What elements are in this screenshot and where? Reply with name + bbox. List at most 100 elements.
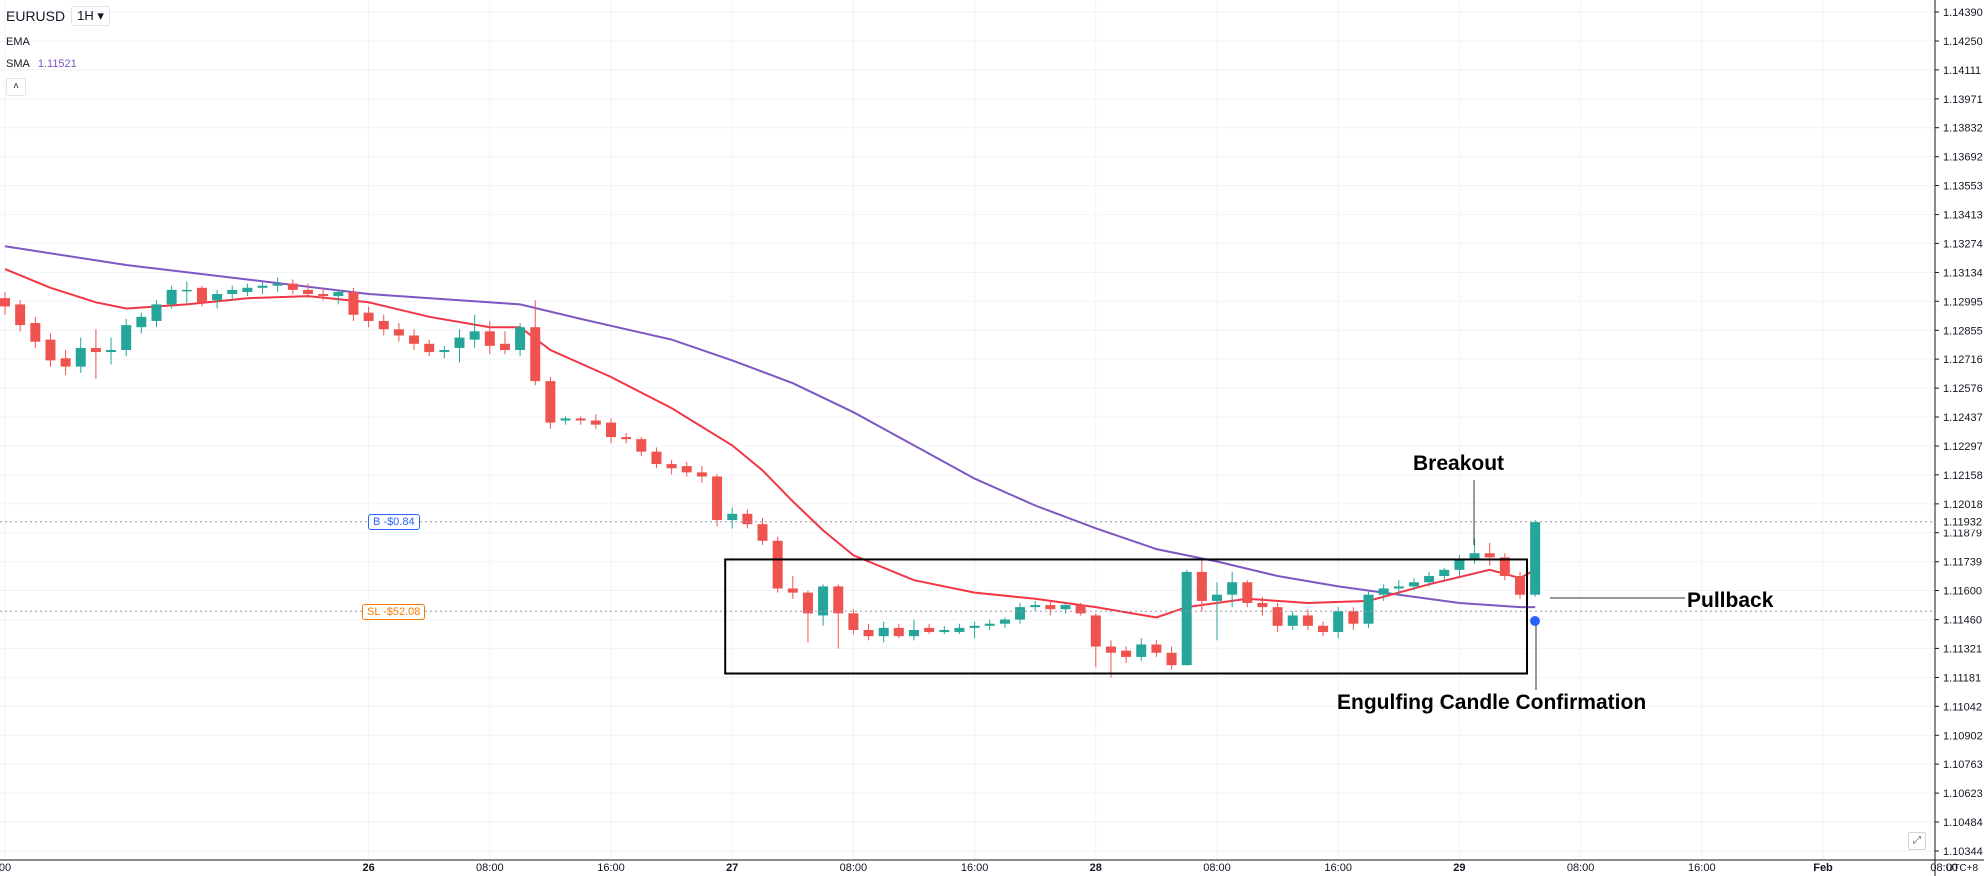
candle-body	[181, 289, 192, 292]
candle-body	[802, 592, 813, 614]
candle-body	[1045, 605, 1056, 610]
x-tick-label: 08:00	[1203, 862, 1231, 874]
candle-body	[1015, 607, 1026, 620]
sl-pnl: -$52.08	[383, 606, 421, 618]
candle-body	[45, 339, 56, 361]
candle-body	[333, 291, 344, 297]
x-tick-label: 08:00	[1930, 862, 1958, 874]
candle-body	[984, 623, 995, 626]
candle-body	[878, 627, 889, 637]
chevron-up-icon[interactable]: ˄	[6, 78, 26, 96]
candle-body	[818, 586, 829, 616]
candle-body	[106, 350, 117, 353]
candle-body	[499, 343, 510, 351]
stop-loss-label[interactable]: SL -$52.08	[362, 604, 426, 620]
candle-body	[1287, 615, 1298, 626]
x-tick-label: 26	[362, 862, 374, 874]
y-tick-label: 1.11739	[1943, 557, 1982, 569]
candle-body	[30, 323, 41, 342]
candle-body	[1121, 650, 1132, 657]
fullscreen-icon[interactable]: ⤢	[1908, 832, 1926, 850]
candle-body	[742, 513, 753, 525]
candle-body	[1257, 602, 1268, 608]
candle-body	[787, 588, 798, 593]
candle-body	[1439, 569, 1450, 577]
candle-body	[833, 586, 844, 614]
indicator-sma[interactable]: SMA 1.11521	[6, 58, 110, 70]
sl-tag: SL	[367, 606, 381, 618]
candle-body	[681, 466, 692, 473]
y-tick-label: 1.13413	[1943, 210, 1983, 222]
indicator-name: SMA	[6, 58, 30, 70]
ema-line	[4, 268, 1536, 619]
y-tick-label: 1.11879	[1943, 528, 1982, 540]
candle-body	[727, 513, 738, 521]
y-tick-label: 1.12158	[1943, 470, 1983, 482]
candle-body	[1499, 557, 1510, 577]
candle-body	[1393, 586, 1404, 589]
candle-body	[75, 347, 86, 367]
y-tick-label: 1.10763	[1943, 759, 1983, 771]
candle-body	[15, 304, 26, 326]
candle-body	[1302, 615, 1313, 626]
x-tick-label: 08:00	[840, 862, 868, 874]
y-tick-label: 1.12716	[1943, 354, 1983, 366]
last-price-label: 1.11932	[1943, 517, 1982, 529]
x-tick-label: 08:00	[1567, 862, 1595, 874]
candle-body	[1530, 522, 1541, 595]
y-tick-label: 1.13553	[1943, 181, 1983, 193]
candle-body	[1378, 588, 1389, 595]
candle-body	[1318, 625, 1329, 633]
candle-body	[363, 312, 374, 321]
y-tick-label: 1.12297	[1943, 441, 1983, 453]
buy-position-label[interactable]: B -$0.84	[368, 514, 420, 530]
candle-body	[1181, 571, 1192, 666]
y-tick-label: 1.12995	[1943, 296, 1983, 308]
candle-body	[424, 343, 435, 353]
y-tick-label: 1.14250	[1943, 36, 1983, 48]
moving-averages	[4, 245, 1536, 619]
indicator-ema[interactable]: EMA	[6, 36, 110, 48]
y-tick-label: 1.13971	[1943, 94, 1983, 106]
candle-body	[909, 629, 919, 637]
candle-body	[90, 347, 101, 353]
chevron-down-icon: ▾	[97, 8, 104, 23]
y-tick-label: 1.11181	[1943, 672, 1981, 684]
candle-body	[1060, 605, 1071, 610]
candle-body	[893, 627, 904, 637]
y-tick-label: 1.12576	[1943, 383, 1983, 395]
candle-body	[212, 294, 223, 301]
consolidation-box	[724, 558, 1528, 675]
candle-body	[166, 289, 177, 305]
candle-body	[712, 476, 723, 521]
candle-body	[1212, 594, 1222, 601]
x-tick-label: 29	[1453, 862, 1465, 874]
candle-body	[1151, 644, 1162, 653]
last-price-tag	[1936, 513, 1984, 530]
candle-body	[575, 418, 586, 421]
x-tick-label: Feb	[1813, 862, 1833, 874]
candle-body	[196, 287, 207, 303]
x-tick-label: 16:00	[1688, 862, 1716, 874]
candle-body	[1105, 646, 1116, 653]
candle-body	[136, 316, 147, 328]
candle-body	[1090, 615, 1101, 647]
candle-body	[1363, 594, 1374, 624]
candle-body	[242, 287, 253, 292]
candles	[0, 277, 1541, 678]
y-tick-label: 1.11042	[1943, 701, 1982, 713]
candle-body	[1515, 576, 1525, 595]
candle-body	[515, 327, 526, 351]
candle-body	[439, 350, 450, 353]
annotation-pullback: Pullback	[1687, 589, 1774, 612]
timeframe-select[interactable]: 1H ▾	[71, 6, 110, 26]
x-tick-label: 27	[726, 862, 738, 874]
candle-body	[1030, 605, 1041, 608]
y-tick-label: 1.10344	[1943, 846, 1983, 858]
candle-body	[530, 327, 541, 382]
x-tick-label: 08:00	[476, 862, 504, 874]
timezone-label[interactable]: UTC+8	[1946, 863, 1978, 874]
symbol-label[interactable]: EURUSD	[6, 8, 66, 24]
